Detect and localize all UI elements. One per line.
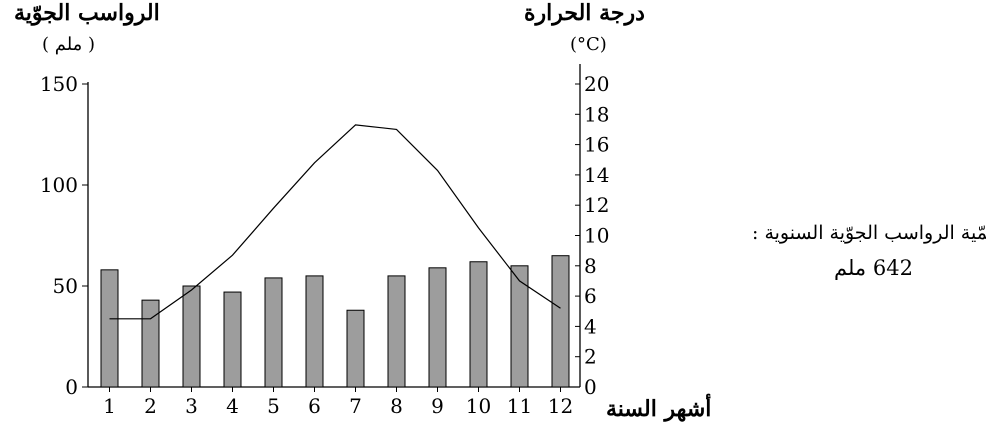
- x-tick-label: 10: [466, 394, 491, 418]
- right-tick-label: 10: [584, 224, 609, 248]
- precip-bar: [305, 275, 324, 388]
- precip-bar: [346, 309, 365, 388]
- left-axis-title: الرواسب الجوّية: [14, 0, 160, 26]
- x-tick-label: 9: [431, 394, 444, 418]
- left-axis-unit: ( ملم ): [42, 34, 96, 55]
- right-tick-label: 2: [584, 345, 597, 369]
- x-tick-label: 2: [144, 394, 157, 418]
- right-axis-unit: (°C): [570, 34, 607, 55]
- right-axis-title: درجة الحرارة: [524, 0, 645, 26]
- precip-bar: [510, 265, 529, 388]
- precip-bar: [469, 261, 488, 388]
- precip-bar: [387, 275, 406, 388]
- right-tick-label: 6: [584, 284, 597, 308]
- right-tick-label: 18: [584, 102, 609, 126]
- left-tick-label: 100: [40, 173, 78, 197]
- precip-bar: [100, 269, 119, 388]
- x-axis-title: أشهر السنة: [606, 396, 712, 422]
- right-tick-label: 4: [584, 314, 597, 338]
- x-tick-label: 6: [308, 394, 321, 418]
- precip-bar: [182, 285, 201, 388]
- precip-bar: [223, 291, 242, 388]
- precip-bar: [141, 299, 160, 388]
- temperature-line: [109, 124, 561, 320]
- x-tick-label: 12: [548, 394, 573, 418]
- x-tick-label: 4: [226, 394, 239, 418]
- precip-bar: [264, 277, 283, 388]
- right-tick-label: 12: [584, 193, 609, 217]
- annual-precip-value: 642 ملم: [834, 256, 913, 280]
- right-tick-label: 8: [584, 254, 597, 278]
- x-tick-label: 7: [349, 394, 362, 418]
- annual-precip-label: كمّية الرواسب الجوّية السنوية :: [752, 222, 986, 244]
- left-tick-label: 0: [65, 375, 78, 399]
- right-tick-label: 20: [584, 72, 609, 96]
- left-tick-label: 150: [40, 72, 78, 96]
- right-tick-label: 14: [584, 163, 609, 187]
- right-tick-label: 0: [584, 375, 597, 399]
- x-tick-label: 11: [507, 394, 532, 418]
- x-tick-label: 3: [185, 394, 198, 418]
- x-tick-label: 5: [267, 394, 280, 418]
- precip-bar: [551, 255, 570, 388]
- x-tick-label: 8: [390, 394, 403, 418]
- right-tick-label: 16: [584, 133, 609, 157]
- left-tick-label: 50: [53, 274, 78, 298]
- precip-bar: [428, 267, 447, 388]
- x-tick-label: 1: [103, 394, 116, 418]
